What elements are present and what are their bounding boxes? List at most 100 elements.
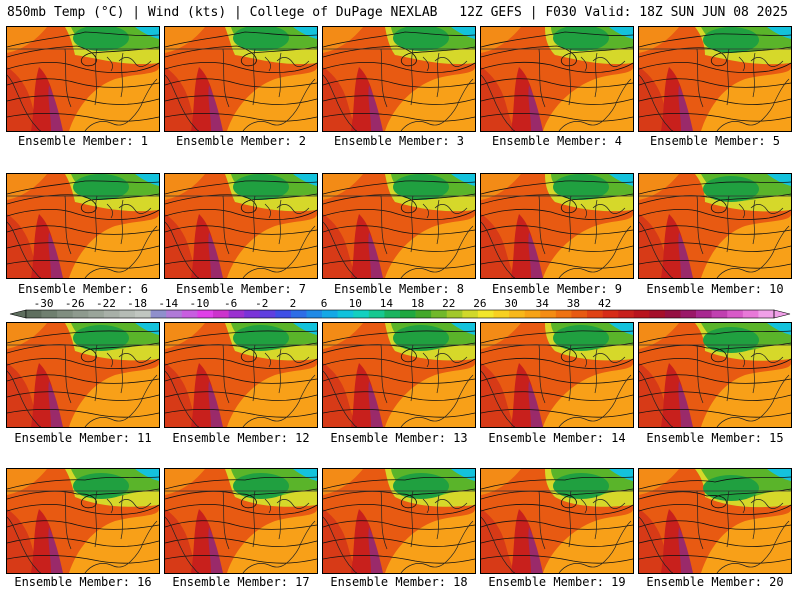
colorbar-swatch (571, 310, 588, 318)
ensemble-member-map-12 (164, 322, 318, 428)
ensemble-member-caption: Ensemble Member: 8 (333, 282, 465, 296)
colorbar-swatch (41, 310, 58, 318)
ensemble-member-map-15 (638, 322, 792, 428)
colorbar-swatch (696, 310, 712, 318)
colorbar-swatch (135, 310, 151, 318)
ensemble-member-caption: Ensemble Member: 12 (172, 431, 310, 445)
temperature-colorbar: -30 -26 -22 -18 -14 -10 -6 -2 2 6 10 14 18 22 26 30 34 38… (9, 297, 791, 319)
colorbar-swatch (587, 310, 603, 318)
colorbar-tick-label: 18 (411, 297, 424, 310)
colorbar-tick-label: -26 (65, 297, 85, 310)
colorbar-swatch (150, 310, 167, 318)
colorbar-swatch (72, 310, 89, 318)
colorbar-swatch (228, 310, 245, 318)
colorbar-swatch (259, 310, 276, 318)
colorbar-tick-label: -30 (34, 297, 54, 310)
colorbar-tick-label: -18 (127, 297, 147, 310)
colorbar-swatch (290, 310, 307, 318)
colorbar-swatch (509, 310, 525, 318)
colorbar-swatch (727, 310, 744, 318)
ensemble-member-caption: Ensemble Member: 17 (172, 575, 310, 589)
colorbar-swatch (649, 310, 666, 318)
colorbar-swatch (633, 310, 650, 318)
colorbar-tick-label: -2 (255, 297, 268, 310)
colorbar-swatch (275, 310, 292, 318)
colorbar-swatch (477, 310, 494, 318)
ensemble-member-map-19 (480, 468, 634, 574)
ensemble-member-caption: Ensemble Member: 2 (175, 134, 307, 148)
ensemble-member-caption: Ensemble Member: 10 (646, 282, 784, 296)
ensemble-member-caption: Ensemble Member: 18 (330, 575, 468, 589)
colorbar-tick-label: 6 (321, 297, 328, 310)
ensemble-member-caption: Ensemble Member: 3 (333, 134, 465, 148)
ensemble-member-map-20 (638, 468, 792, 574)
ensemble-member-map-1 (6, 26, 160, 132)
colorbar-max-arrow (773, 309, 791, 319)
colorbar-swatch (524, 310, 541, 318)
colorbar-swatch (664, 310, 681, 318)
colorbar-tick-label: 22 (442, 297, 455, 310)
colorbar-swatch (322, 310, 338, 318)
colorbar-swatch (119, 310, 136, 318)
colorbar-swatch (181, 310, 198, 318)
ensemble-member-map-8 (322, 173, 476, 279)
header-run-info: 12Z GEFS | F030 Valid: 18Z SUN JUN 08 20… (459, 5, 788, 20)
colorbar-swatch (618, 310, 635, 318)
ensemble-member-caption: Ensemble Member: 14 (488, 431, 626, 445)
colorbar-swatch (103, 310, 120, 318)
header-title: 850mb Temp (°C) | Wind (kts) | College o… (7, 5, 438, 20)
colorbar-swatch (540, 310, 557, 318)
ensemble-member-map-9 (480, 173, 634, 279)
ensemble-member-caption: Ensemble Member: 1 (17, 134, 149, 148)
ensemble-member-map-13 (322, 322, 476, 428)
colorbar-swatch (742, 310, 759, 318)
colorbar-tick-label: 38 (567, 297, 580, 310)
ensemble-member-caption: Ensemble Member: 15 (646, 431, 784, 445)
colorbar-tick-label: 34 (536, 297, 550, 310)
ensemble-member-map-4 (480, 26, 634, 132)
colorbar-swatch (415, 310, 432, 318)
colorbar-swatch (446, 310, 463, 318)
colorbar-swatch (213, 310, 229, 318)
colorbar-swatch (758, 310, 775, 318)
colorbar-swatch (462, 310, 479, 318)
colorbar-swatch (555, 310, 572, 318)
colorbar-tick-label: 30 (504, 297, 517, 310)
colorbar-swatch (26, 310, 42, 318)
ensemble-member-caption: Ensemble Member: 5 (649, 134, 781, 148)
ensemble-member-map-3 (322, 26, 476, 132)
colorbar-swatch (353, 310, 370, 318)
ensemble-member-caption: Ensemble Member: 7 (175, 282, 307, 296)
colorbar-swatch (711, 310, 728, 318)
ensemble-member-caption: Ensemble Member: 11 (14, 431, 152, 445)
ensemble-member-caption: Ensemble Member: 4 (491, 134, 623, 148)
ensemble-member-caption: Ensemble Member: 9 (491, 282, 623, 296)
colorbar-swatch (368, 310, 385, 318)
colorbar-swatch (680, 310, 697, 318)
colorbar-tick-label: -6 (224, 297, 237, 310)
ensemble-member-map-16 (6, 468, 160, 574)
ensemble-member-map-14 (480, 322, 634, 428)
colorbar-outline (25, 309, 775, 319)
ensemble-member-map-17 (164, 468, 318, 574)
ensemble-member-caption: Ensemble Member: 13 (330, 431, 468, 445)
colorbar-min-arrow (9, 309, 27, 319)
colorbar-tick-label: 42 (598, 297, 611, 310)
colorbar-swatch (197, 310, 214, 318)
ensemble-member-caption: Ensemble Member: 20 (646, 575, 784, 589)
colorbar-tick-label: -10 (189, 297, 209, 310)
colorbar-swatch (384, 310, 401, 318)
colorbar-swatch (306, 310, 323, 318)
ensemble-member-map-7 (164, 173, 318, 279)
colorbar-swatch (493, 310, 510, 318)
ensemble-member-map-10 (638, 173, 792, 279)
colorbar-swatch (337, 310, 354, 318)
ensemble-member-caption: Ensemble Member: 16 (14, 575, 152, 589)
colorbar-tick-label: -14 (158, 297, 178, 310)
ensemble-member-map-6 (6, 173, 160, 279)
colorbar-tick-label: 2 (290, 297, 297, 310)
colorbar-swatch (244, 310, 261, 318)
ensemble-member-map-2 (164, 26, 318, 132)
colorbar-swatch (57, 310, 74, 318)
colorbar-swatch (400, 310, 416, 318)
